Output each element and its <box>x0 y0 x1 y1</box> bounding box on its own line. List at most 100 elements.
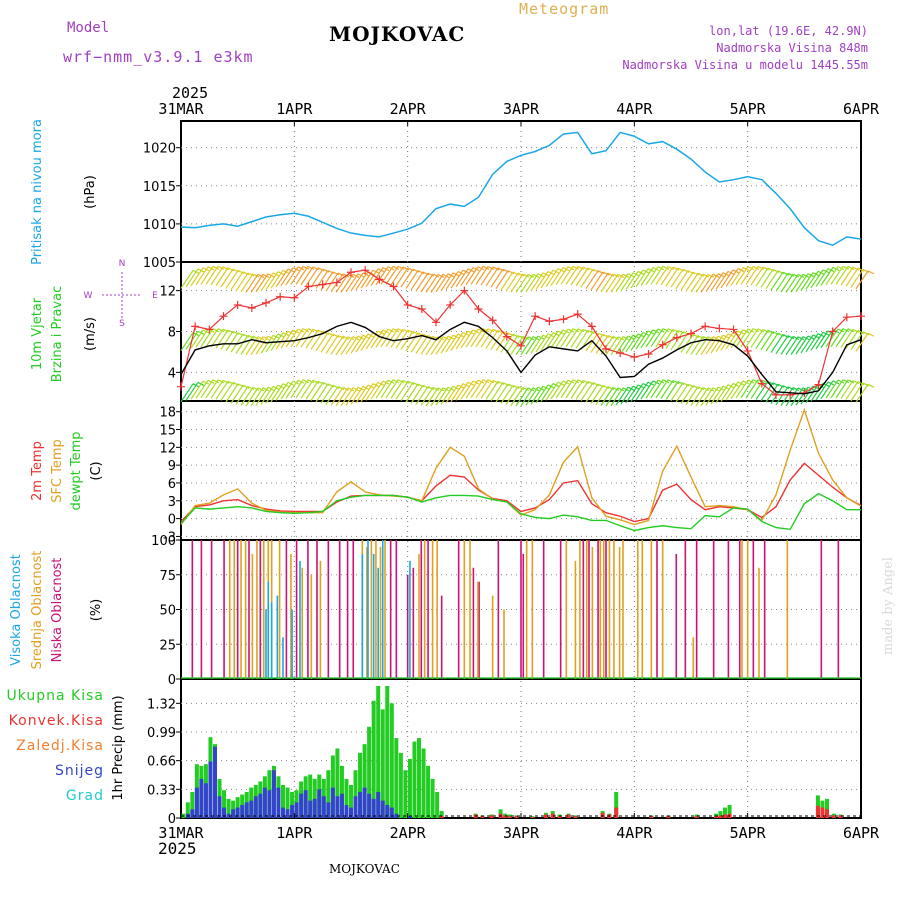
wind-barb <box>585 332 599 352</box>
wind-barb <box>580 268 594 288</box>
wind-barb-flag <box>842 265 850 270</box>
wind-barb <box>475 266 489 285</box>
wind-barb-flag <box>592 382 600 387</box>
wind-barb-flag <box>307 328 315 333</box>
wind-barb <box>565 328 579 348</box>
wind-barb <box>200 266 214 285</box>
wind-barb <box>230 271 244 291</box>
precip-conv-bar <box>815 805 820 818</box>
wind-barb-flag <box>322 330 330 335</box>
wind-barb-flag <box>607 335 615 340</box>
wind-barb-flag <box>422 384 430 389</box>
wind-barb <box>685 386 699 406</box>
wind-gust-marker <box>389 282 398 291</box>
wind-barb <box>520 387 534 407</box>
precip-total-bar <box>407 758 412 818</box>
wind-barb <box>420 336 434 355</box>
wind-barb <box>735 328 749 348</box>
wind-barb <box>295 328 309 348</box>
wind-barb-flag <box>432 273 440 278</box>
wind-barb <box>325 335 339 354</box>
wind-barb <box>345 386 359 406</box>
wind-barb <box>385 328 399 348</box>
y-tick-label-pressure: 1020 <box>143 142 176 157</box>
wind-barb <box>780 273 794 293</box>
wind-barb <box>720 383 734 402</box>
precip-snow-bar <box>394 813 399 818</box>
precip-snow-bar <box>308 800 313 818</box>
wind-barb <box>790 273 804 293</box>
wind-barb <box>830 328 844 347</box>
wind-barb <box>795 273 809 292</box>
precip-snow-bar <box>321 796 326 818</box>
wind-gust-marker <box>616 348 625 357</box>
wind-barb-flag <box>312 266 320 271</box>
precip-total-bar <box>727 804 732 818</box>
wind-barb <box>615 273 629 293</box>
wind-barb-flag <box>337 334 345 339</box>
wind-barb-flag <box>582 328 590 333</box>
wind-barb-flag <box>617 336 625 341</box>
y-tick-label-wind: 12 <box>159 285 176 300</box>
wind-barb-flag <box>412 330 420 336</box>
wind-gust-marker <box>573 310 582 319</box>
wind-barb-flag <box>402 328 410 333</box>
x-tick-label-bottom: 1APR <box>276 824 313 842</box>
wind-barb-flag <box>407 329 415 334</box>
wind-barb <box>395 380 409 400</box>
wind-barb <box>480 266 494 286</box>
precip-snow-bar <box>330 787 335 818</box>
wind-barb <box>555 328 569 348</box>
wind-barb-flag <box>602 384 610 390</box>
wind-barb-flag <box>437 387 445 392</box>
wind-barb-flag <box>792 273 800 278</box>
wind-barb <box>285 266 299 286</box>
wind-barb <box>425 387 439 407</box>
precip-snow-bar <box>326 802 331 818</box>
wind-barb <box>225 270 239 289</box>
wind-barb <box>840 266 854 286</box>
wind-gust-marker <box>177 382 185 391</box>
wind-barb <box>400 331 414 350</box>
wind-barb-flag <box>852 328 860 333</box>
wind-barb <box>235 272 249 292</box>
wind-barb <box>525 335 539 355</box>
wind-barb-flag <box>392 328 400 333</box>
wind-gust-marker <box>375 275 384 284</box>
wind-barb <box>855 384 869 403</box>
wind-barb <box>730 267 744 286</box>
wind-barb <box>200 379 214 399</box>
wind-barb <box>305 329 319 349</box>
wind-barb <box>645 379 659 399</box>
wind-barb <box>805 384 819 404</box>
temp-title-sfc: SFC Temp <box>50 439 65 503</box>
wind-barb <box>490 331 504 350</box>
wind-barb-flag <box>327 383 335 388</box>
wind-barb <box>435 386 449 406</box>
wind-barb <box>210 379 224 399</box>
wind-barb <box>675 383 689 403</box>
wind-barb <box>255 273 269 293</box>
x-tick-label-bottom: 3APR <box>503 824 540 842</box>
wind-barb-flag <box>762 266 770 271</box>
wind-barb <box>715 271 729 290</box>
wind-barb <box>300 266 314 286</box>
wind-barb-flag <box>402 379 410 384</box>
wind-gust-marker <box>332 278 341 287</box>
precip-snow-bar <box>190 809 195 818</box>
x-tick-label-top: 1APR <box>276 100 313 118</box>
wind-barb <box>335 274 349 293</box>
wind-barb <box>335 387 349 407</box>
precip-total-bar <box>358 752 363 818</box>
wind-barb-flag <box>392 265 400 270</box>
wind-barb <box>715 333 729 353</box>
precip-snow-bar <box>249 800 254 818</box>
wind-barb-flag <box>777 332 785 337</box>
x-tick-label-bottom: 31MAR <box>158 824 204 842</box>
wind-barb <box>210 266 224 286</box>
wind-barb <box>260 334 274 354</box>
compass-north: N <box>119 259 126 269</box>
wind-barb <box>690 336 704 355</box>
wind-barb-flag <box>767 329 775 334</box>
wind-gust-marker <box>545 317 554 326</box>
